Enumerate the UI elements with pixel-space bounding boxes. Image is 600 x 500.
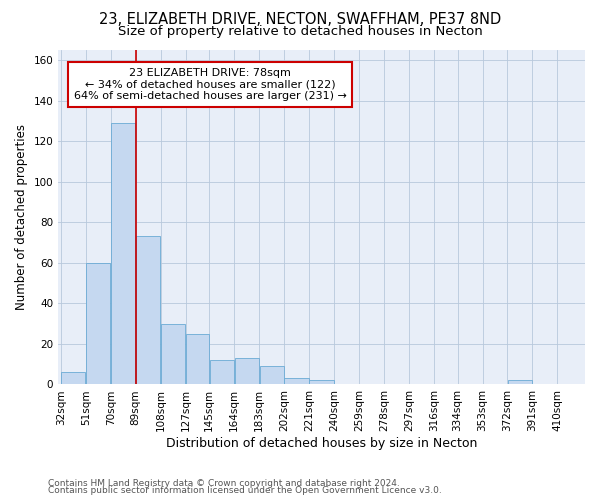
Bar <box>136 236 160 384</box>
Text: 23 ELIZABETH DRIVE: 78sqm
← 34% of detached houses are smaller (122)
64% of semi: 23 ELIZABETH DRIVE: 78sqm ← 34% of detac… <box>74 68 347 101</box>
Bar <box>260 366 284 384</box>
Bar <box>310 380 334 384</box>
X-axis label: Distribution of detached houses by size in Necton: Distribution of detached houses by size … <box>166 437 477 450</box>
Text: Size of property relative to detached houses in Necton: Size of property relative to detached ho… <box>118 25 482 38</box>
Text: Contains public sector information licensed under the Open Government Licence v3: Contains public sector information licen… <box>48 486 442 495</box>
Bar <box>186 334 209 384</box>
Bar <box>284 378 309 384</box>
Bar <box>508 380 532 384</box>
Y-axis label: Number of detached properties: Number of detached properties <box>15 124 28 310</box>
Bar <box>209 360 234 384</box>
Bar <box>111 123 136 384</box>
Bar <box>235 358 259 384</box>
Text: Contains HM Land Registry data © Crown copyright and database right 2024.: Contains HM Land Registry data © Crown c… <box>48 478 400 488</box>
Bar <box>161 324 185 384</box>
Bar <box>86 263 110 384</box>
Bar <box>61 372 85 384</box>
Text: 23, ELIZABETH DRIVE, NECTON, SWAFFHAM, PE37 8ND: 23, ELIZABETH DRIVE, NECTON, SWAFFHAM, P… <box>99 12 501 28</box>
